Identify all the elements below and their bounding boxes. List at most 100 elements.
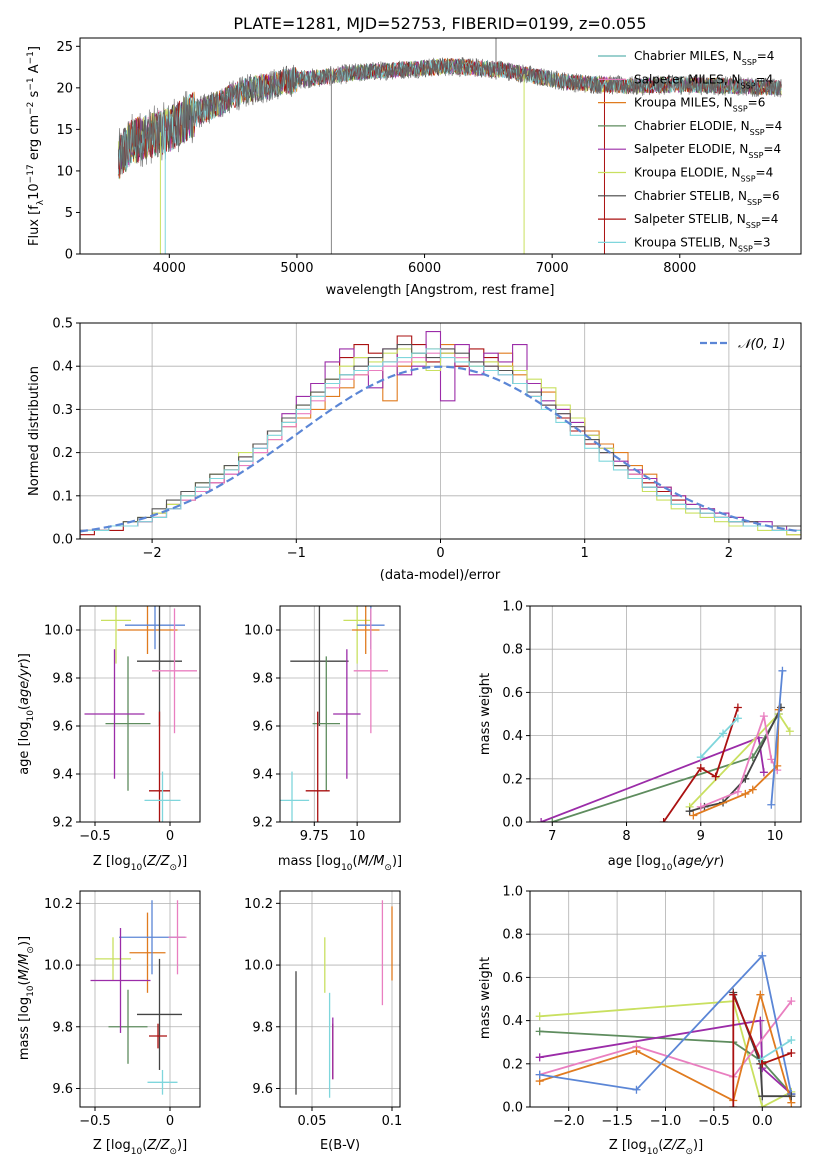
spectrum-ylabel-end: ] bbox=[27, 46, 42, 51]
age-vs-z-xlabel-var: Z/Z bbox=[146, 854, 170, 869]
mass-vs-z-ytick-label-0: 9.6 bbox=[52, 1082, 73, 1097]
spectrum-legend-text-2: Kroupa MILES, N bbox=[634, 96, 733, 110]
mass-weight-vs-age-series-5 bbox=[696, 714, 742, 762]
age-vs-z-ytick-label-4: 10.0 bbox=[44, 624, 73, 639]
mass-vs-ebv-panel: 0.05 0.1 9.6 9.8 10.0 10.2 E(B-V) bbox=[244, 890, 403, 1153]
mass-weight-vs-z-series-line-2 bbox=[539, 1019, 792, 1095]
mass-weight-vs-age-plot-area: 7 8 9 10 0.0 0.2 0.4 0.6 0.8 1.0 bbox=[502, 600, 802, 844]
mass-weight-vs-z-series-line-5 bbox=[539, 953, 793, 1095]
mass-weight-vs-z-series-0-marker-0 bbox=[535, 1012, 544, 1021]
mass-weight-vs-age-marks bbox=[537, 666, 794, 822]
spectrum-legend-text-8: Kroupa STELIB, N bbox=[634, 235, 738, 249]
spectrum-legend-label-8: Kroupa STELIB, NSSP=3 bbox=[634, 235, 771, 253]
mass-vs-z-axes: −0.5 0 9.6 9.8 10.0 10.2 bbox=[44, 890, 201, 1129]
mass-weight-vs-z-series-7-marker-0 bbox=[729, 1103, 738, 1107]
spectrum-ylabel: Flux [fλ10−17 erg cm−2 s−1 A−1] bbox=[26, 46, 46, 246]
age-vs-z-ytick-label-2: 9.6 bbox=[52, 720, 73, 735]
mass-weight-vs-z-series-7-marker-3 bbox=[787, 1049, 796, 1057]
mass-weight-vs-z-xtick-label-3: −0.5 bbox=[698, 1114, 730, 1129]
mass-vs-z-point-0 bbox=[95, 937, 131, 981]
mass-weight-vs-age-series-7-marker-0 bbox=[689, 811, 698, 820]
age-vs-z-point-6 bbox=[84, 649, 145, 779]
residuals-xlabel: (data-model)/error bbox=[380, 568, 501, 583]
residuals-ytick-label-3: 0.3 bbox=[52, 403, 73, 418]
mass-weight-vs-age-xlabel-main: age [log bbox=[608, 854, 661, 869]
mass-weight-vs-z-xlabel-sun: ⊙ bbox=[685, 1147, 693, 1157]
age-vs-mass-ytick-label-2: 9.6 bbox=[252, 720, 273, 735]
mass-weight-vs-z-xlabel-main: Z [log bbox=[609, 1138, 647, 1153]
age-vs-z-axes: −0.5 0 9.2 9.4 9.6 9.8 10.0 bbox=[44, 605, 201, 844]
mass-vs-z-ylabel-sun: ⊙ bbox=[26, 946, 36, 954]
spectrum-legend-sub-6: SSP bbox=[747, 197, 762, 206]
mass-weight-vs-z-xlabel-end: )] bbox=[693, 1138, 703, 1153]
mass-weight-vs-z-series-5-marker-1 bbox=[632, 1085, 641, 1094]
mass-weight-vs-age-series-3 bbox=[659, 703, 742, 822]
age-vs-z-point-4 bbox=[152, 608, 197, 734]
mass-weight-vs-z-series-5-marker-0 bbox=[535, 1070, 544, 1079]
mass-weight-vs-z-series-line-8 bbox=[759, 1039, 792, 1061]
residuals-legend: 𝒩(0, 1) bbox=[700, 337, 785, 352]
age-vs-mass-xlabel-sun: ⊙ bbox=[384, 863, 392, 873]
mass-weight-vs-age-series-8-marker-1 bbox=[778, 666, 787, 675]
mass-weight-vs-z-series-7 bbox=[729, 990, 796, 1107]
age-vs-mass-point-4 bbox=[353, 608, 388, 734]
mass-vs-z-point-6 bbox=[90, 928, 151, 1033]
mass-weight-vs-age-ytick-label-2: 0.4 bbox=[502, 729, 523, 744]
mass-vs-z-panel: −0.5 09.69.810.010.2 Z [log10(Z/Z⊙)] mass… bbox=[17, 890, 201, 1157]
mass-vs-z-xlabel-var: Z/Z bbox=[146, 1138, 170, 1153]
spectrum-ytick-label-2: 10 bbox=[56, 164, 73, 179]
mass-vs-ebv-xtick-label-0: 0.05 bbox=[298, 1114, 327, 1129]
age-vs-mass-xtick-label-0: 9.75 bbox=[300, 829, 329, 844]
mass-weight-vs-age-xlabel-end: ) bbox=[719, 854, 724, 869]
mass-vs-z-xtick-label-1: 0 bbox=[166, 1114, 174, 1129]
mass-weight-vs-z-xtick-label-1: −1.5 bbox=[601, 1114, 633, 1129]
spectrum-legend-suffix-8: =3 bbox=[753, 235, 771, 249]
mass-vs-z-ylabel-end: )] bbox=[17, 936, 32, 946]
age-vs-mass-xlabel-end: )] bbox=[392, 854, 402, 869]
age-vs-z-ylabel-end: )] bbox=[17, 653, 32, 663]
mass-weight-vs-z-series-6-marker-3 bbox=[787, 1092, 796, 1101]
mass-weight-vs-z-series-8-marker-1 bbox=[787, 1036, 796, 1045]
mass-vs-ebv-xtick-label-1: 0.1 bbox=[382, 1114, 403, 1129]
spectrum-legend-sub-8: SSP bbox=[738, 244, 753, 253]
mass-weight-vs-z-series-2-marker-0 bbox=[535, 1053, 544, 1062]
age-vs-z-ylabel-sub: 10 bbox=[26, 710, 36, 722]
residuals-ytick-label-5: 0.5 bbox=[52, 317, 73, 332]
mass-vs-z-xlabel-sub: 10 bbox=[131, 1147, 143, 1157]
mass-weight-vs-age-series-5-marker-0 bbox=[696, 753, 705, 762]
spectrum-legend-text-1: Salpeter MILES, N bbox=[634, 72, 741, 86]
mass-weight-vs-age-ytick-label-1: 0.2 bbox=[502, 772, 523, 787]
mass-vs-z-ylabel-rest: ( bbox=[17, 980, 32, 985]
mass-vs-z-xtick-label-0: −0.5 bbox=[79, 1114, 111, 1129]
mass-weight-vs-age-series-6 bbox=[696, 712, 782, 811]
mass-vs-ebv-plot-area: 0.05 0.1 9.6 9.8 10.0 10.2 bbox=[244, 890, 403, 1129]
residuals-xtick-label-4: 2 bbox=[725, 546, 733, 561]
mass-weight-vs-age-series-line-8 bbox=[770, 670, 784, 805]
spectrum-ytick-label-4: 20 bbox=[56, 81, 73, 96]
age-vs-z-xtick-label-1: 0 bbox=[166, 829, 174, 844]
mass-weight-vs-age-series-5-marker-1 bbox=[719, 729, 728, 738]
mass-weight-vs-z-xtick-label-4: 0.0 bbox=[752, 1114, 773, 1129]
mass-weight-vs-z-ytick-label-0: 0.0 bbox=[502, 1101, 523, 1116]
spectrum-legend-label-1: Salpeter MILES, NSSP=4 bbox=[634, 72, 773, 90]
mass-weight-vs-z-xlabel: Z [log10(Z/Z⊙)] bbox=[609, 1138, 703, 1157]
age-vs-mass-xlabel-rest: ( bbox=[353, 854, 358, 869]
residuals-xtick-label-2: 0 bbox=[436, 546, 444, 561]
age-vs-z-xlabel-sun: ⊙ bbox=[169, 863, 177, 873]
mass-vs-ebv-background bbox=[280, 891, 400, 1107]
residuals-panel: −2 −1 0 1 2 0.0 0.1 0.2 0.3 0.4 0.5 𝒩(0, 1) (data-m… bbox=[27, 317, 802, 583]
spectrum-legend-text-3: Chabrier ELODIE, N bbox=[634, 119, 750, 133]
spectrum-legend-sub-2: SSP bbox=[733, 104, 748, 113]
mass-vs-z-xlabel-rest: ( bbox=[142, 1138, 147, 1153]
mass-weight-vs-age-series-8-marker-0 bbox=[767, 800, 776, 809]
age-vs-z-marks bbox=[84, 606, 197, 822]
mass-weight-vs-z-series-1-marker-0 bbox=[535, 1027, 544, 1036]
mass-vs-z-ylabel: mass [log10(M/M⊙)] bbox=[17, 936, 36, 1060]
mass-weight-vs-z-series-line-0 bbox=[539, 1000, 792, 1107]
mass-weight-vs-z-panel: −2.0 −1.5 −1.0 −0.5 0.0 0.0 0.2 0.4 0.6 0.8 1.0 Z … bbox=[478, 885, 802, 1157]
spectrum-ylabel-exp4: −1 bbox=[26, 51, 36, 64]
spectrum-legend-text-7: Salpeter STELIB, N bbox=[634, 212, 746, 226]
mass-weight-vs-age-series-0-marker-2 bbox=[759, 768, 768, 777]
residuals-legend-label: 𝒩(0, 1) bbox=[738, 337, 785, 352]
